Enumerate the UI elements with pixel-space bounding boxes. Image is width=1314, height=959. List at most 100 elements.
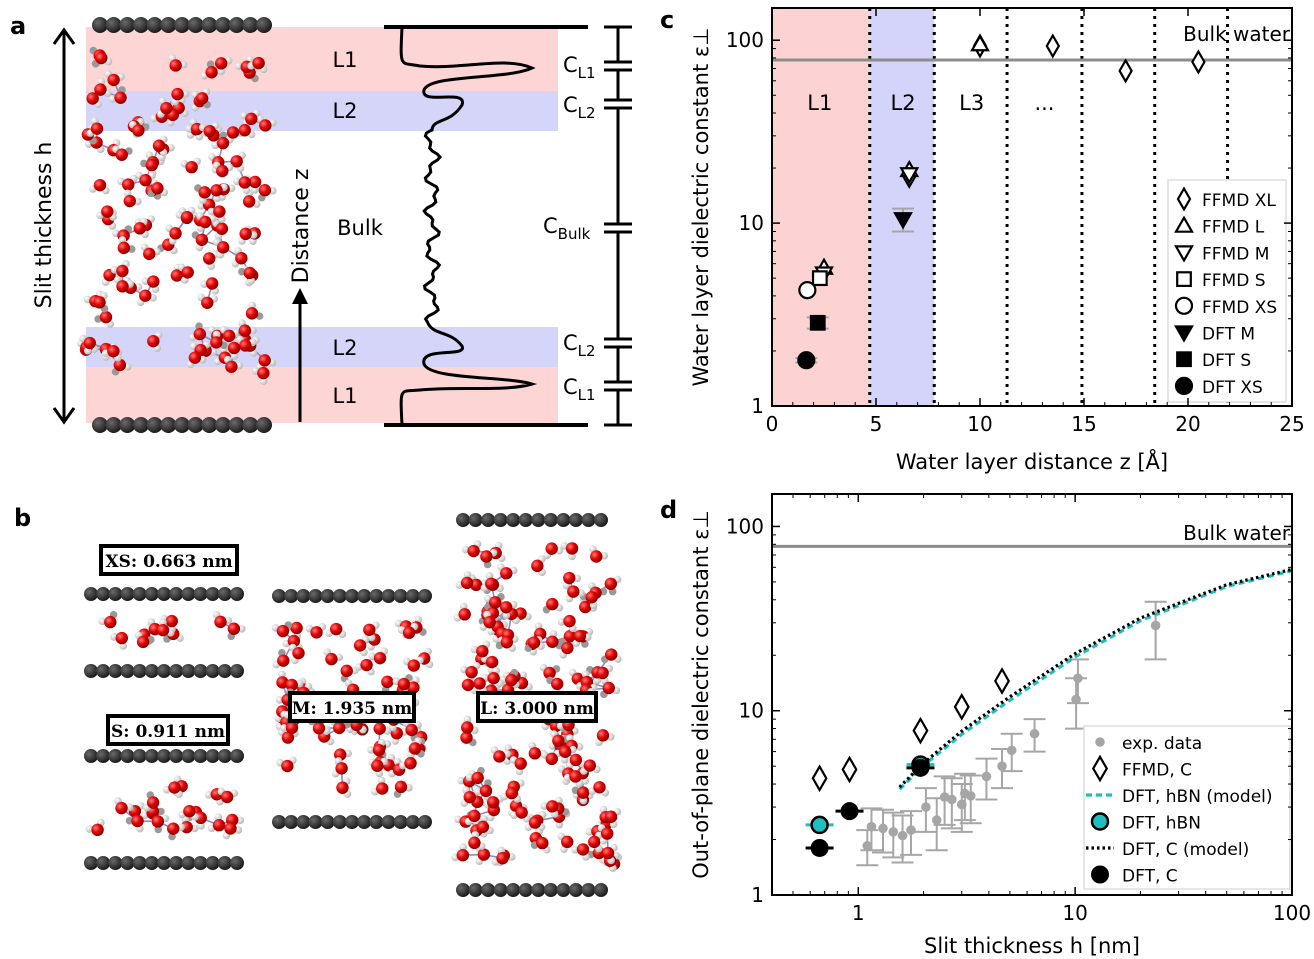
legend-marker: [1174, 215, 1194, 233]
carbon-atom: [369, 815, 384, 829]
legend-label: DFT, hBN: [1122, 814, 1201, 834]
y-tick-label: 10: [739, 211, 764, 235]
oxygen-atom: [133, 222, 146, 235]
oxygen-atom: [193, 327, 207, 341]
oxygen-atom: [216, 136, 230, 150]
hydrogen-atom: [560, 755, 569, 764]
carbon-atom: [272, 815, 286, 829]
x-axis-label: Slit thickness h [nm]: [924, 934, 1140, 958]
oxygen-atom: [203, 124, 216, 138]
carbon-atom: [506, 513, 521, 527]
carbon-atom: [493, 513, 508, 527]
oxygen-atom: [373, 651, 387, 665]
oxygen-atom: [165, 614, 178, 628]
oxygen-atom: [545, 542, 558, 555]
point-ffmd-c: [811, 764, 828, 793]
carbon-atom: [84, 664, 98, 678]
oxygen-atom: [563, 571, 576, 585]
hydrogen-atom: [230, 352, 239, 360]
hydrogen-atom: [125, 816, 134, 825]
carbon-atom: [381, 589, 396, 603]
carbon-atom: [594, 883, 608, 897]
oxygen-atom: [460, 731, 473, 744]
oxygen-atom: [546, 635, 559, 648]
carbon-atom: [132, 587, 147, 601]
point-ffmd-c: [953, 692, 970, 721]
oxygen-atom: [601, 827, 614, 840]
oxygen-atom: [285, 678, 298, 692]
oxygen-atom: [563, 630, 577, 643]
carbon-atom: [120, 856, 135, 870]
oxygen-atom: [407, 681, 420, 694]
oxygen-atom: [147, 334, 160, 348]
oxygen-atom: [168, 781, 181, 794]
oxygen-atom: [93, 178, 107, 192]
carbon-atom: [332, 815, 347, 829]
point-exp-data: [1029, 728, 1040, 739]
panel-a-letter: a: [10, 12, 26, 40]
oxygen-atom: [195, 233, 209, 246]
carbon-atom: [568, 883, 583, 897]
legend-marker: [1174, 376, 1194, 395]
carbon-atom: [332, 589, 347, 603]
axis-ticks: 0 5 10 15 20 25 1 10 100: [726, 8, 1305, 436]
oxygen-atom: [252, 56, 265, 70]
carbon-atom: [217, 664, 232, 678]
carbon-atom: [201, 417, 218, 433]
oxygen-atom: [239, 227, 252, 241]
oxygen-atom: [95, 51, 108, 65]
point-dft-xs: [797, 351, 816, 370]
oxygen-atom: [483, 615, 496, 629]
carbon-atom: [345, 815, 359, 829]
oxygen-atom: [224, 822, 237, 835]
oxygen-atom: [563, 614, 576, 628]
legend-marker: [1176, 271, 1192, 287]
carbon-atom: [272, 589, 286, 603]
carbon-atom: [320, 589, 335, 603]
carbon-atom: [120, 749, 135, 763]
oxygen-atom: [543, 666, 556, 680]
label-box-xs: XS: 0.663 nm: [99, 544, 239, 576]
cap-label-l1-bottom: CL1: [563, 375, 596, 404]
band-l2-top: [86, 91, 558, 131]
carbon-atom: [120, 664, 135, 678]
carbon-atom: [169, 664, 184, 678]
oxygen-atom: [505, 673, 518, 687]
x-tick-label: 10: [1062, 901, 1087, 925]
legend-label: DFT S: [1202, 351, 1251, 371]
legend-label: DFT XS: [1202, 378, 1263, 398]
oxygen-atom: [181, 266, 194, 279]
point-exp-data: [862, 840, 873, 851]
hydrogen-atom: [259, 377, 268, 385]
bulk-water-label: Bulk water: [1183, 22, 1291, 46]
oxygen-atom: [258, 354, 271, 367]
oxygen-atom: [257, 366, 270, 380]
legend-label: FFMD S: [1202, 271, 1266, 291]
oxygen-atom: [552, 734, 565, 747]
point-exp-data: [866, 821, 877, 832]
oxygen-atom: [160, 101, 173, 115]
hydrogen-atom: [217, 67, 226, 76]
carbon-atom: [228, 17, 245, 33]
oxygen-atom: [239, 339, 252, 352]
oxygen-atom: [220, 790, 234, 804]
carbon-atom: [96, 664, 111, 678]
region-label: ...: [1034, 91, 1054, 115]
oxygen-atom: [90, 122, 104, 135]
oxygen-atom: [579, 600, 592, 614]
legend-marker: [1174, 245, 1194, 263]
carbon-atom: [556, 513, 571, 527]
oxygen-atom: [576, 843, 590, 856]
data-points: [805, 567, 1293, 867]
point-exp-data: [939, 792, 950, 802]
oxygen-atom: [83, 336, 96, 350]
oxygen-atom: [292, 646, 305, 660]
carbon-atom: [481, 513, 496, 527]
oxygen-atom: [214, 615, 227, 629]
oxygen-atom: [402, 626, 416, 639]
carbon-atom: [230, 664, 244, 678]
carbon-atom: [531, 883, 546, 897]
slit-arrow-head-bottom: [52, 407, 76, 425]
legend-label: FFMD XL: [1202, 191, 1276, 211]
model-curve: [898, 569, 1293, 791]
